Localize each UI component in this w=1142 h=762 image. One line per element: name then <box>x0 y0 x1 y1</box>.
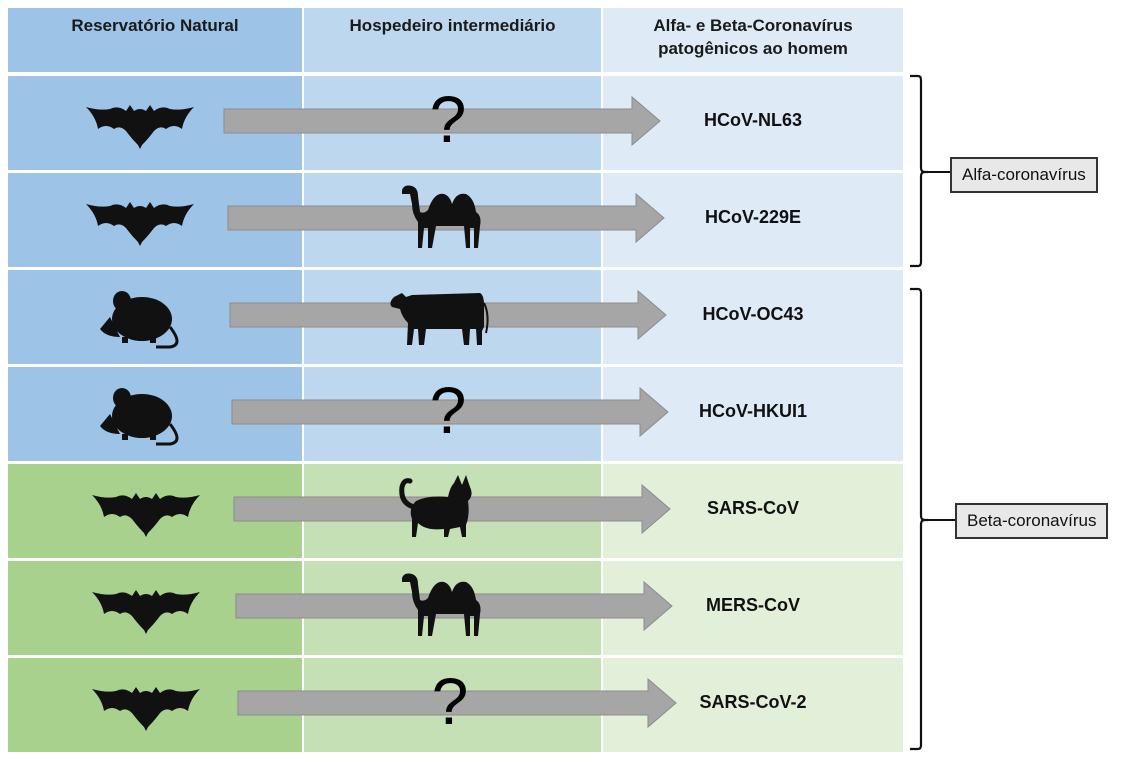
unknown-host-question-mark: ? <box>429 373 467 447</box>
virus-label: MERS-CoV <box>706 595 800 615</box>
virus-label: SARS-CoV-2 <box>699 692 807 712</box>
cat-icon <box>399 475 472 537</box>
virus-label: HCoV-NL63 <box>703 110 802 130</box>
camel-icon <box>402 573 481 636</box>
header-intermediate-cell <box>304 8 601 72</box>
header-pathogenic-cell <box>603 8 903 72</box>
bat-icon <box>92 687 200 731</box>
virus-label: HCoV-229E <box>704 207 802 227</box>
transmission-arrow <box>237 677 677 729</box>
bat-icon <box>86 202 194 246</box>
header-reservoir-cell <box>8 8 302 72</box>
camel-icon <box>402 185 481 248</box>
mouse-icon <box>100 291 179 349</box>
header-intermediate-label: Hospedeiro intermediário <box>349 16 556 35</box>
cow-icon <box>390 293 489 345</box>
bat-icon <box>86 105 194 149</box>
bat-icon <box>92 493 200 537</box>
alfa-coronavirus-label: Alfa-coronavírus <box>950 157 1098 193</box>
header-reservoir-label: Reservatório Natural <box>71 16 239 35</box>
beta-coronavirus-label: Beta-coronavírus <box>955 503 1109 539</box>
header-pathogenic-label-line2: patogênicos ao homem <box>658 39 848 58</box>
transmission-arrow <box>231 386 669 438</box>
header-pathogenic-label-line1: Alfa- e Beta-Coronavírus <box>653 16 853 35</box>
virus-label: SARS-CoV <box>706 498 799 518</box>
mouse-icon <box>100 388 179 446</box>
unknown-host-question-mark: ? <box>431 664 469 738</box>
bat-icon <box>92 590 200 634</box>
virus-label: HCoV-OC43 <box>702 304 804 324</box>
unknown-host-question-mark: ? <box>429 82 467 156</box>
transmission-arrow <box>223 95 661 147</box>
virus-label: HCoV-HKUI1 <box>698 401 807 421</box>
